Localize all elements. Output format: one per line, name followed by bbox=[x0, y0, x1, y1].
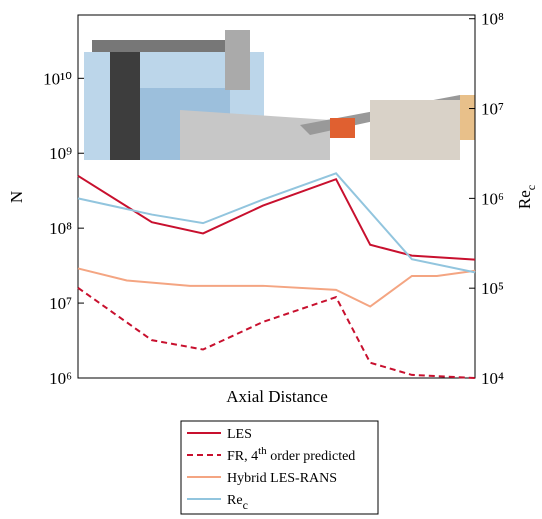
plot-frame bbox=[77, 14, 476, 379]
x-axis-label: Axial Distance bbox=[226, 387, 328, 406]
y2-tick-label: 10⁵ bbox=[481, 279, 504, 298]
y2-tick-label: 10⁷ bbox=[481, 100, 504, 119]
series-line bbox=[77, 267, 476, 308]
y-tick-label: 10¹⁰ bbox=[43, 69, 72, 88]
legend-label: FR, 4th order predicted bbox=[227, 445, 355, 464]
legend-box bbox=[180, 420, 379, 515]
y2-tick-label: 10⁸ bbox=[481, 10, 504, 29]
y2-axis-label: Rec bbox=[515, 185, 538, 209]
y2-tick-label: 10⁶ bbox=[481, 189, 504, 208]
y-tick-label: 10⁶ bbox=[49, 369, 72, 388]
series-line bbox=[77, 174, 476, 261]
legend-label: Hybrid LES-RANS bbox=[227, 471, 337, 486]
engine-illustration bbox=[84, 30, 475, 160]
y-tick-label: 10⁷ bbox=[49, 294, 72, 313]
legend-label: Rec bbox=[227, 493, 248, 512]
series-line bbox=[77, 172, 476, 274]
series-line bbox=[77, 286, 476, 379]
y-tick-label: 10⁸ bbox=[49, 219, 72, 238]
y2-tick-label: 10⁴ bbox=[481, 369, 504, 388]
legend-label: LES bbox=[227, 427, 252, 442]
y-tick-label: 10⁹ bbox=[49, 144, 72, 163]
y-axis-label: N bbox=[7, 191, 26, 203]
